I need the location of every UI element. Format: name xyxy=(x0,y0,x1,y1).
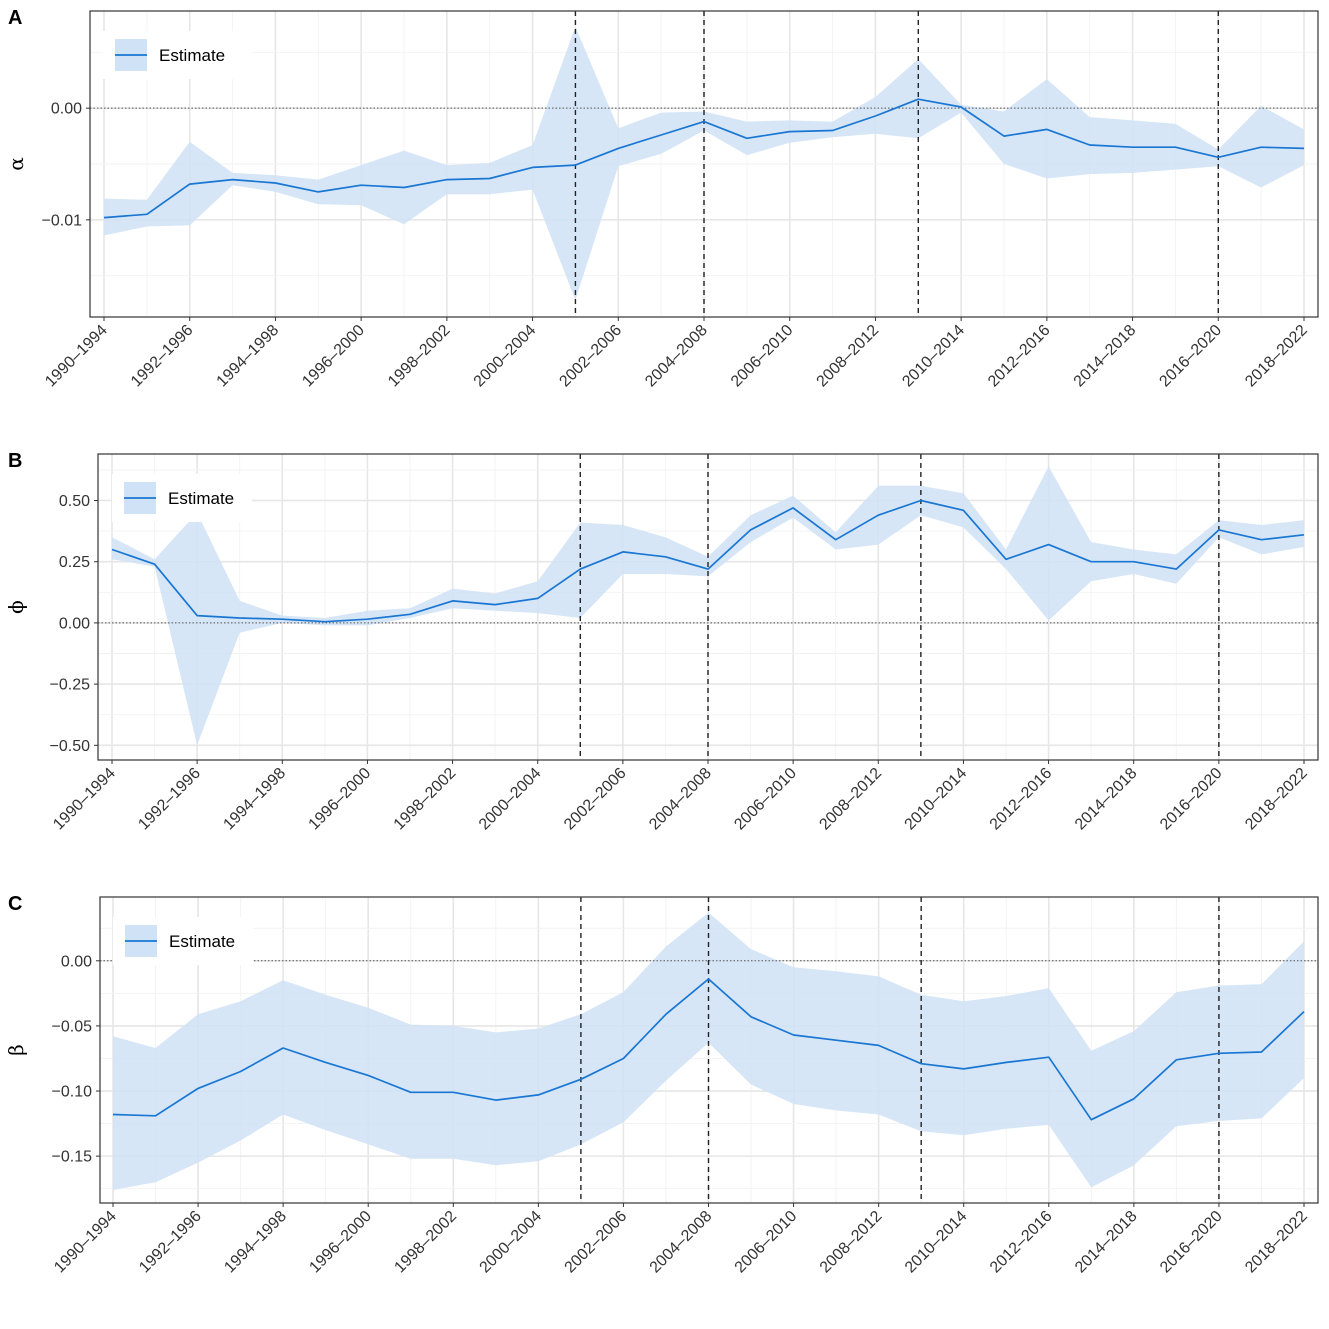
panel-a: −0.01 0.00 1990–1994 1992–1996 1994–1998 1996… xyxy=(4,7,1319,391)
x-tick-label: 2004–2008 xyxy=(647,1208,716,1277)
confidence-band xyxy=(104,26,1304,301)
x-tick-label: 2002–2006 xyxy=(561,765,630,834)
x-tick-label: 2006–2010 xyxy=(732,1208,801,1277)
x-tick-label: 2016–2020 xyxy=(1156,322,1225,391)
y-tick-label: −0.50 xyxy=(50,738,91,755)
legend-label: Estimate xyxy=(169,932,235,951)
legend-label: Estimate xyxy=(168,489,234,508)
estimate-line xyxy=(103,98,1305,219)
x-tick-label: 2004–2008 xyxy=(642,322,711,391)
y-tick-label: −0.25 xyxy=(50,677,91,694)
x-tick-label: 1992–1996 xyxy=(136,1208,205,1277)
x-tick-label: 2014–2018 xyxy=(1071,322,1140,391)
estimate-line xyxy=(111,499,1305,623)
x-tick-label: 1998–2002 xyxy=(391,1208,460,1277)
x-tick-label: 2012–2016 xyxy=(985,322,1054,391)
x-tick-label: 1990–1994 xyxy=(42,322,111,391)
y-tick-label: −0.15 xyxy=(52,1149,93,1166)
x-tick-label: 2010–2014 xyxy=(902,1208,971,1277)
y-tick-label: −0.05 xyxy=(52,1018,93,1035)
x-tick-label: 2010–2014 xyxy=(902,765,971,834)
x-tick-label: 1990–1994 xyxy=(50,765,119,834)
y-axis-title: ϕ xyxy=(4,600,28,614)
x-tick-label: 1998–2002 xyxy=(385,322,454,391)
x-tick-label: 2016–2020 xyxy=(1157,1208,1226,1277)
x-tick-label: 2008–2012 xyxy=(816,765,885,834)
legend: Estimate xyxy=(112,474,252,522)
y-tick-label: 0.00 xyxy=(51,101,82,118)
x-tick-label: 2000–2004 xyxy=(476,765,545,834)
x-tick-label: 2014–2018 xyxy=(1072,765,1141,834)
x-tick-label: 2000–2004 xyxy=(477,1208,546,1277)
x-tick-label: 2018–2022 xyxy=(1242,1208,1311,1277)
x-tick-label: 2006–2010 xyxy=(728,322,797,391)
x-tick-label: 2014–2018 xyxy=(1072,1208,1141,1277)
panel-letter: A xyxy=(8,7,22,29)
x-tick-label: 2018–2022 xyxy=(1242,322,1311,391)
x-tick-label: 2002–2006 xyxy=(556,322,625,391)
y-tick-label: 0.00 xyxy=(61,953,92,970)
x-tick-label: 1994–1998 xyxy=(220,765,289,834)
y-axis-title: α xyxy=(4,157,28,171)
y-tick-label: 0.00 xyxy=(59,615,90,632)
panel-letter: B xyxy=(8,450,22,472)
x-tick-label: 2004–2008 xyxy=(646,765,715,834)
y-tick-label: −0.10 xyxy=(52,1084,93,1101)
confidence-band xyxy=(113,912,1304,1190)
panel-b: −0.50 −0.25 0.00 0.25 0.50 1990–1994 1992–1996… xyxy=(4,450,1319,834)
x-tick-label: 1992–1996 xyxy=(128,322,197,391)
estimate-line xyxy=(112,978,1305,1121)
x-tick-label: 1996–2000 xyxy=(306,765,375,834)
y-axis-title: β xyxy=(4,1044,28,1056)
x-tick-label: 2006–2010 xyxy=(731,765,800,834)
x-tick-label: 2018–2022 xyxy=(1242,765,1311,834)
x-tick-label: 1998–2002 xyxy=(391,765,460,834)
y-tick-label: 0.25 xyxy=(59,554,90,571)
x-tick-label: 2008–2012 xyxy=(814,322,883,391)
panel-letter: C xyxy=(8,893,22,915)
x-tick-label: 2008–2012 xyxy=(817,1208,886,1277)
legend-label: Estimate xyxy=(159,46,225,65)
legend: Estimate xyxy=(103,31,251,79)
x-tick-label: 1990–1994 xyxy=(51,1208,120,1277)
x-tick-label: 2012–2016 xyxy=(987,1208,1056,1277)
legend: Estimate xyxy=(113,917,253,965)
x-tick-label: 2016–2020 xyxy=(1157,765,1226,834)
x-tick-label: 2010–2014 xyxy=(899,322,968,391)
x-tick-label: 1994–1998 xyxy=(214,322,283,391)
x-tick-label: 1996–2000 xyxy=(299,322,368,391)
x-tick-label: 2002–2006 xyxy=(562,1208,631,1277)
x-tick-label: 2000–2004 xyxy=(471,322,540,391)
x-tick-label: 2012–2016 xyxy=(987,765,1056,834)
y-tick-label: 0.50 xyxy=(59,493,90,510)
x-tick-label: 1994–1998 xyxy=(221,1208,290,1277)
x-tick-label: 1996–2000 xyxy=(306,1208,375,1277)
y-tick-label: −0.01 xyxy=(42,212,83,229)
x-tick-label: 1992–1996 xyxy=(135,765,204,834)
